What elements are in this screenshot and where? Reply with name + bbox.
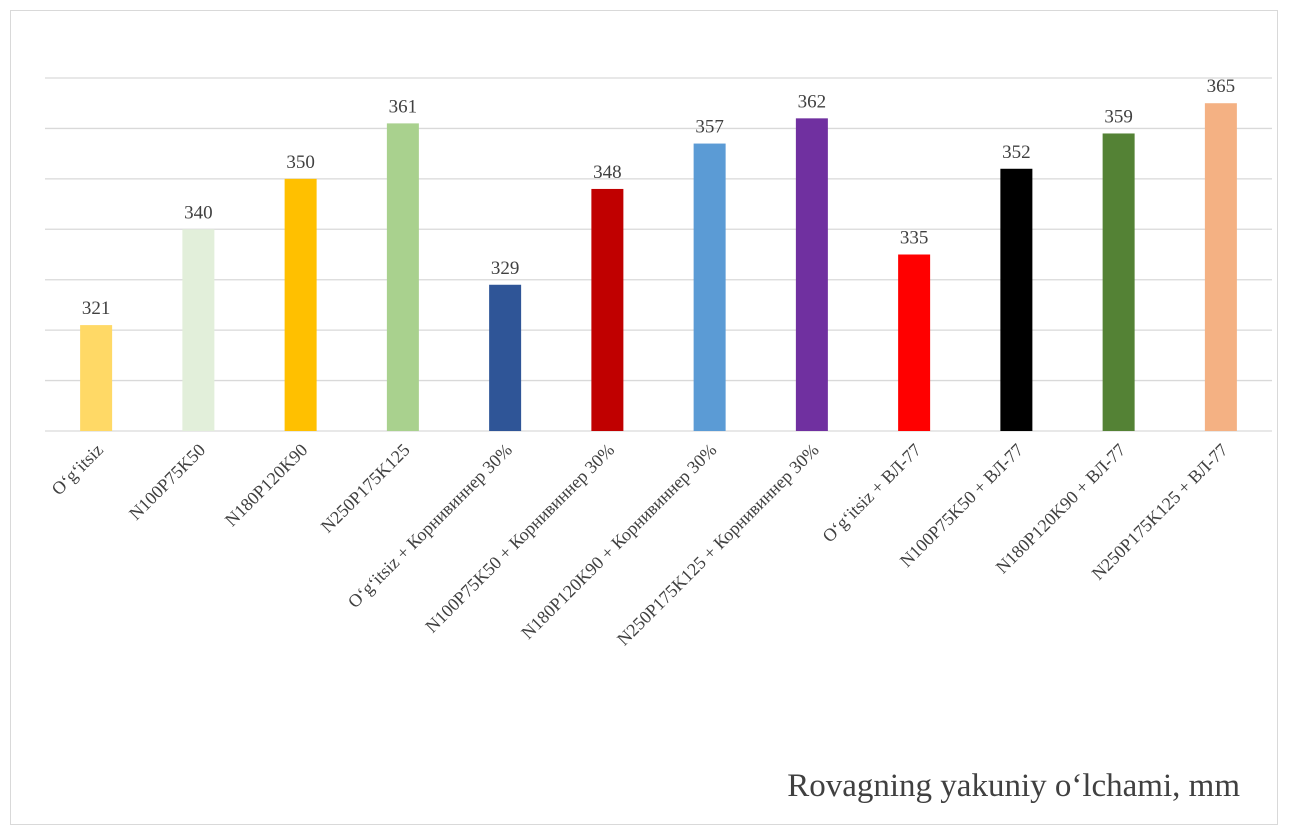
bar-5 xyxy=(489,284,522,431)
chart-caption: Rovagning yakuniy o‘lchami, mm xyxy=(787,768,1240,804)
category-tick-labels: O‘g‘itsiz N100P75K50 N180P120K90 N250P175K1… xyxy=(48,440,1232,650)
bars xyxy=(80,103,1237,432)
bar-12 xyxy=(1204,103,1237,431)
bar-1 xyxy=(80,325,113,431)
category-label-4: N250P175K125 xyxy=(317,440,414,537)
bar-9 xyxy=(898,254,931,431)
category-label-8: N250P175K125 + Корнивиннер 30% xyxy=(613,440,823,650)
data-label-9: 335 xyxy=(900,228,929,249)
data-label-10: 352 xyxy=(1002,142,1031,163)
data-label-1: 321 xyxy=(82,298,111,319)
data-label-6: 348 xyxy=(593,162,622,183)
data-label-12: 365 xyxy=(1207,76,1236,97)
data-label-3: 350 xyxy=(286,152,315,173)
bar-6 xyxy=(591,188,624,431)
category-label-9: O‘g‘itsiz + ВЛ-77 xyxy=(818,440,925,547)
category-label-2: N100P75K50 xyxy=(125,440,209,524)
gridlines xyxy=(45,77,1272,432)
bar-10 xyxy=(1000,168,1033,431)
bar-3 xyxy=(284,178,317,431)
category-label-1: O‘g‘itsiz xyxy=(48,440,107,499)
data-label-8: 362 xyxy=(798,91,827,112)
bar-8 xyxy=(795,118,828,431)
chart-frame xyxy=(10,10,1278,825)
category-label-3: N180P120K90 xyxy=(221,440,312,531)
data-label-7: 357 xyxy=(695,117,724,138)
data-label-5: 329 xyxy=(491,258,520,279)
data-label-11: 359 xyxy=(1104,106,1133,127)
data-label-2: 340 xyxy=(184,202,213,223)
bar-11 xyxy=(1102,133,1135,431)
bar-2 xyxy=(182,229,215,431)
data-label-4: 361 xyxy=(389,96,418,117)
category-label-7: N180P120K90 + Корнивиннер 30% xyxy=(517,440,720,643)
bar-4 xyxy=(386,123,419,431)
category-label-5: O‘g‘itsiz + Корнивиннер 30% xyxy=(344,440,516,612)
data-labels: 321 340 350 361 329 348 357 362 335 352 359 365 xyxy=(82,76,1235,319)
category-label-6: N100P75K50 + Корнивиннер 30% xyxy=(421,440,618,637)
bar-7 xyxy=(693,143,726,432)
